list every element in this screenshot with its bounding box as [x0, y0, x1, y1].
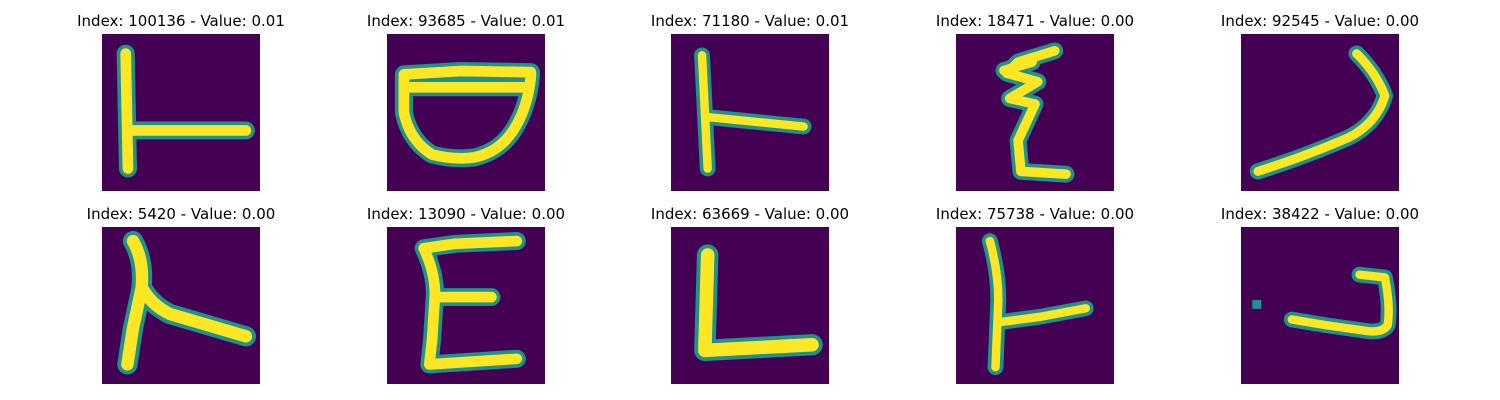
digit-image	[671, 227, 829, 384]
panel-title: Index: 92545 - Value: 0.00	[1220, 12, 1420, 30]
panel-title: Index: 75738 - Value: 0.00	[935, 205, 1135, 223]
panel-5: Index: 5420 - Value: 0.00	[61, 205, 301, 390]
panel-title: Index: 38422 - Value: 0.00	[1220, 205, 1420, 223]
digit-image	[102, 34, 260, 191]
panel-7: Index: 63669 - Value: 0.00	[630, 205, 870, 390]
digit-image	[956, 34, 1114, 191]
panel-6: Index: 13090 - Value: 0.00	[346, 205, 586, 390]
panel-0: Index: 100136 - Value: 0.01	[61, 12, 301, 197]
panel-8: Index: 75738 - Value: 0.00	[915, 205, 1155, 390]
panel-4: Index: 92545 - Value: 0.00	[1200, 12, 1440, 197]
digit-image	[1241, 34, 1399, 191]
panel-title: Index: 93685 - Value: 0.01	[366, 12, 566, 30]
digit-image	[671, 34, 829, 191]
panel-3: Index: 18471 - Value: 0.00	[915, 12, 1155, 197]
panel-9: Index: 38422 - Value: 0.00	[1200, 205, 1440, 390]
digit-image	[387, 227, 545, 384]
digit-image	[387, 34, 545, 191]
panel-title: Index: 13090 - Value: 0.00	[366, 205, 566, 223]
panel-title: Index: 63669 - Value: 0.00	[650, 205, 850, 223]
panel-title: Index: 100136 - Value: 0.01	[77, 12, 285, 30]
panel-title: Index: 5420 - Value: 0.00	[86, 205, 276, 223]
digit-image	[102, 227, 260, 384]
panel-title: Index: 18471 - Value: 0.00	[935, 12, 1135, 30]
digit-image	[1241, 227, 1399, 384]
digit-image	[956, 227, 1114, 384]
panel-2: Index: 71180 - Value: 0.01	[630, 12, 870, 197]
panel-1: Index: 93685 - Value: 0.01	[346, 12, 586, 197]
panel-title: Index: 71180 - Value: 0.01	[650, 12, 850, 30]
